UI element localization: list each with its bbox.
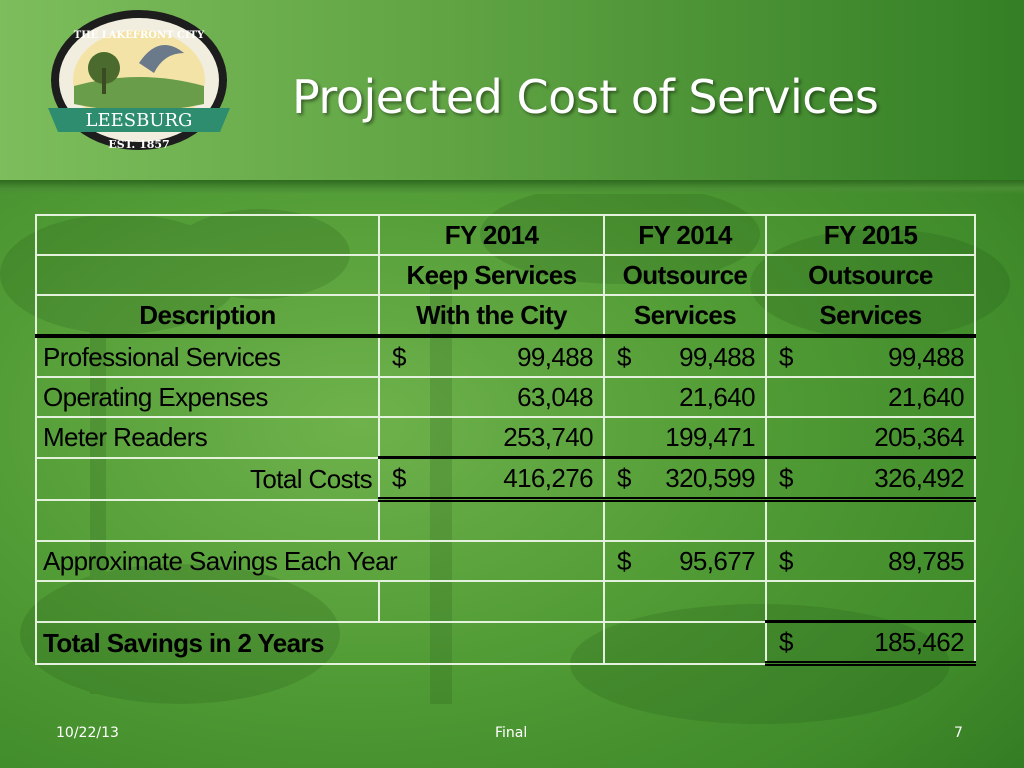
amount: 320,599 — [665, 463, 755, 493]
footer-status: Final — [495, 725, 528, 741]
empty-cell — [603, 498, 767, 542]
currency-symbol: $ — [779, 342, 793, 372]
header-row-description: Description With the City Services Servi… — [35, 294, 976, 338]
value-cell: 205,364 — [765, 416, 976, 459]
currency-symbol: $ — [617, 546, 631, 576]
header-cell-fy2014-keep: FY 2014 — [378, 214, 605, 256]
currency-symbol: $ — [617, 463, 631, 493]
table-row-total-costs: Total Costs $416,276 $320,599 $326,492 — [35, 456, 976, 502]
value-cell: $99,488 — [603, 335, 767, 378]
amount: 99,488 — [888, 342, 965, 372]
table-row-total-savings: Total Savings in 2 Years $185,462 — [35, 620, 976, 666]
table-row-professional-services: Professional Services $99,488 $99,488 $9… — [35, 335, 976, 378]
svg-text:LEESBURG: LEESBURG — [86, 110, 193, 131]
amount: 253,740 — [503, 422, 593, 452]
value-cell: 253,740 — [378, 416, 605, 459]
city-seal-logo: LEESBURG THE LAKEFRONT CITY EST. 1857 — [48, 10, 230, 151]
row-label: Approximate Savings Each Year — [35, 540, 605, 582]
value-cell: 199,471 — [603, 416, 767, 459]
cost-table: FY 2014 FY 2014 FY 2015 Keep Services Ou… — [35, 214, 976, 666]
value-cell: 21,640 — [603, 376, 767, 418]
value-cell: $185,462 — [765, 620, 976, 666]
value-cell: $320,599 — [603, 456, 767, 502]
svg-text:EST. 1857: EST. 1857 — [108, 138, 169, 151]
amount: 21,640 — [679, 382, 756, 412]
amount: 416,276 — [503, 463, 593, 493]
header-cell-empty — [35, 214, 380, 256]
header-cell-with-the-city: With the City — [378, 294, 605, 338]
currency-symbol: $ — [392, 463, 406, 493]
currency-symbol: $ — [392, 342, 406, 372]
empty-cell — [603, 620, 767, 665]
amount: 89,785 — [888, 546, 965, 576]
value-cell: $99,488 — [765, 335, 976, 378]
value-cell: $416,276 — [378, 456, 605, 502]
row-label: Professional Services — [35, 335, 380, 378]
empty-cell — [765, 580, 976, 623]
page-title: Projected Cost of Services — [292, 70, 879, 124]
amount: 205,364 — [874, 422, 964, 452]
row-label: Meter Readers — [35, 416, 380, 459]
footer-page-number: 7 — [954, 725, 963, 741]
header-divider — [0, 180, 1024, 194]
value-cell: 21,640 — [765, 376, 976, 418]
currency-symbol: $ — [617, 342, 631, 372]
header-cell-empty — [35, 254, 380, 296]
table-row-operating-expenses: Operating Expenses 63,048 21,640 21,640 — [35, 376, 976, 418]
value-cell: $95,677 — [603, 540, 767, 582]
header-cell-fy2014-outsource: FY 2014 — [603, 214, 767, 256]
row-label: Total Costs — [35, 456, 380, 501]
currency-symbol: $ — [779, 546, 793, 576]
amount: 63,048 — [517, 382, 594, 412]
empty-cell — [35, 498, 380, 542]
header-cell-services: Services — [603, 294, 767, 338]
footer-date: 10/22/13 — [56, 725, 119, 741]
empty-cell — [765, 498, 976, 542]
row-label: Operating Expenses — [35, 376, 380, 418]
header-cell-description: Description — [35, 294, 380, 338]
table-row-empty — [35, 580, 976, 623]
amount: 21,640 — [888, 382, 965, 412]
empty-cell — [603, 580, 767, 623]
currency-symbol: $ — [779, 627, 793, 657]
header-cell-fy2015-outsource: FY 2015 — [765, 214, 976, 256]
header-cell-outsource: Outsource — [603, 254, 767, 296]
amount: 99,488 — [517, 342, 594, 372]
value-cell: $89,785 — [765, 540, 976, 582]
svg-text:THE LAKEFRONT CITY: THE LAKEFRONT CITY — [74, 30, 205, 41]
amount: 185,462 — [874, 627, 964, 657]
amount: 95,677 — [679, 546, 756, 576]
currency-symbol: $ — [779, 463, 793, 493]
value-cell: $326,492 — [765, 456, 976, 502]
header-row-scenario: Keep Services Outsource Outsource — [35, 254, 976, 296]
table-row-meter-readers: Meter Readers 253,740 199,471 205,364 — [35, 416, 976, 459]
header-row-year: FY 2014 FY 2014 FY 2015 — [35, 214, 976, 256]
header-cell-services: Services — [765, 294, 976, 338]
empty-cell — [378, 498, 605, 542]
amount: 199,471 — [665, 422, 755, 452]
table-row-approximate-savings: Approximate Savings Each Year $95,677 $8… — [35, 540, 976, 582]
empty-cell — [35, 580, 380, 623]
empty-cell — [378, 580, 605, 623]
header-cell-outsource: Outsource — [765, 254, 976, 296]
table-row-empty — [35, 498, 976, 542]
value-cell: 63,048 — [378, 376, 605, 418]
amount: 326,492 — [874, 463, 964, 493]
amount: 99,488 — [679, 342, 756, 372]
header-cell-keep-services: Keep Services — [378, 254, 605, 296]
value-cell: $99,488 — [378, 335, 605, 378]
row-label: Total Savings in 2 Years — [35, 620, 605, 665]
